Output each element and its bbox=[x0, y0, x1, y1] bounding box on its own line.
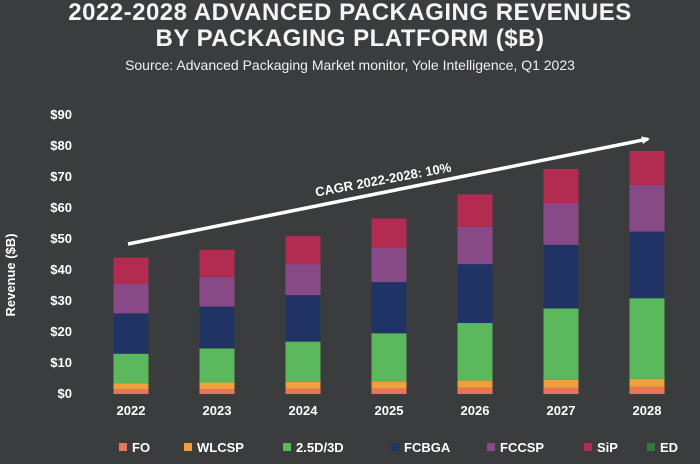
legend-item: WLCSP bbox=[184, 440, 244, 455]
chart-title-line-2: BY PACKAGING PLATFORM ($B) bbox=[155, 25, 545, 52]
x-tick-label: 2026 bbox=[461, 403, 490, 418]
legend-item: 2.5D/3D bbox=[283, 440, 344, 455]
y-tick-label: $90 bbox=[50, 107, 72, 122]
y-tick-label: $30 bbox=[50, 293, 72, 308]
bar-segment-25d3d-2025 bbox=[371, 333, 407, 382]
x-tick-label: 2024 bbox=[289, 403, 319, 418]
bar-segment-fo-2022 bbox=[113, 389, 149, 394]
bar-segment-fccsp-2024 bbox=[285, 264, 321, 296]
bar-segment-fcbga-2025 bbox=[371, 282, 407, 334]
bar-segment-fo-2026 bbox=[457, 387, 493, 394]
y-axis-label: Revenue ($B) bbox=[3, 233, 18, 316]
legend-swatch bbox=[283, 443, 291, 451]
bar-segment-25d3d-2026 bbox=[457, 323, 493, 381]
bar-segment-fccsp-2023 bbox=[199, 277, 235, 307]
legend-item: ED bbox=[647, 440, 678, 455]
bar-segment-fccsp-2027 bbox=[543, 203, 579, 245]
y-tick-label: $70 bbox=[50, 169, 72, 184]
bar-segment-wlcsp-2026 bbox=[457, 380, 493, 388]
legend-swatch bbox=[184, 443, 192, 451]
title-block: 2022-2028 ADVANCED PACKAGING REVENUES BY… bbox=[0, 0, 700, 74]
bar-segment-fo-2023 bbox=[199, 389, 235, 394]
x-tick-label: 2025 bbox=[375, 403, 404, 418]
bar-segment-wlcsp-2028 bbox=[629, 378, 665, 387]
legend-swatch bbox=[647, 443, 655, 451]
chart-subtitle: Source: Advanced Packaging Market monito… bbox=[125, 57, 575, 73]
y-tick-label: $50 bbox=[50, 231, 72, 246]
legend-label: ED bbox=[660, 440, 678, 455]
bar-segment-fcbga-2028 bbox=[629, 231, 665, 299]
legend-swatch bbox=[119, 443, 127, 451]
bar-segment-25d3d-2027 bbox=[543, 308, 579, 380]
bar-segment-fcbga-2024 bbox=[285, 295, 321, 342]
legend-swatch bbox=[584, 443, 592, 451]
legend-item: SiP bbox=[584, 440, 618, 455]
bar-segment-fcbga-2022 bbox=[113, 313, 149, 354]
legend-label: FCBGA bbox=[404, 440, 451, 455]
y-tick-label: $0 bbox=[58, 386, 72, 401]
legend-swatch bbox=[487, 443, 495, 451]
chart-title-line-1: 2022-2028 ADVANCED PACKAGING REVENUES bbox=[68, 0, 632, 26]
bar-segment-wlcsp-2025 bbox=[371, 381, 407, 389]
x-axis: 2022 2023 2024 2025 2026 2027 2028 bbox=[117, 403, 662, 418]
bar-segment-fcbga-2027 bbox=[543, 244, 579, 309]
legend-label: FCCSP bbox=[500, 440, 544, 455]
legend-item: FCCSP bbox=[487, 440, 544, 455]
bar-segment-fcbga-2026 bbox=[457, 264, 493, 324]
bar-segment-sip-2026 bbox=[457, 194, 493, 227]
bar-segment-fccsp-2022 bbox=[113, 283, 149, 314]
bars-group bbox=[113, 150, 665, 394]
legend-label: 2.5D/3D bbox=[296, 440, 344, 455]
bar-segment-wlcsp-2024 bbox=[285, 381, 321, 389]
bar-segment-fo-2028 bbox=[629, 386, 665, 394]
legend-item: FO bbox=[119, 440, 150, 455]
bar-segment-fccsp-2026 bbox=[457, 226, 493, 265]
bar-segment-fo-2025 bbox=[371, 388, 407, 394]
legend-label: SiP bbox=[597, 440, 618, 455]
cagr-trend-arrow bbox=[127, 136, 650, 246]
y-tick-label: $10 bbox=[50, 355, 72, 370]
legend-label: FO bbox=[132, 440, 150, 455]
bar-segment-25d3d-2028 bbox=[629, 298, 665, 379]
bar-segment-wlcsp-2027 bbox=[543, 379, 579, 388]
x-tick-label: 2028 bbox=[633, 403, 662, 418]
legend-item: FCBGA bbox=[391, 440, 451, 455]
bar-segment-sip-2025 bbox=[371, 218, 407, 248]
bar-segment-fccsp-2025 bbox=[371, 247, 407, 283]
bar-segment-sip-2027 bbox=[543, 168, 579, 204]
bar-segment-fccsp-2028 bbox=[629, 185, 665, 232]
bar-segment-sip-2022 bbox=[113, 257, 149, 284]
bar-segment-fo-2024 bbox=[285, 388, 321, 394]
legend: FO WLCSP 2.5D/3D FCBGA FCCSP SiP ED bbox=[119, 440, 678, 455]
y-tick-label: $80 bbox=[50, 138, 72, 153]
y-tick-label: $20 bbox=[50, 324, 72, 339]
bar-segment-sip-2023 bbox=[199, 249, 235, 278]
bar-segment-25d3d-2024 bbox=[285, 341, 321, 382]
legend-label: WLCSP bbox=[197, 440, 244, 455]
x-tick-label: 2027 bbox=[547, 403, 576, 418]
bar-segment-25d3d-2022 bbox=[113, 353, 149, 384]
bar-segment-sip-2028 bbox=[629, 150, 665, 186]
bar-segment-fcbga-2023 bbox=[199, 306, 235, 349]
bar-segment-25d3d-2023 bbox=[199, 348, 235, 383]
x-tick-label: 2022 bbox=[117, 403, 146, 418]
bar-segment-fo-2027 bbox=[543, 387, 579, 394]
y-tick-label: $60 bbox=[50, 200, 72, 215]
x-tick-label: 2023 bbox=[203, 403, 232, 418]
bar-segment-wlcsp-2022 bbox=[113, 383, 149, 390]
bar-segment-wlcsp-2023 bbox=[199, 382, 235, 390]
y-axis: $0 $10 $20 $30 $40 $50 $60 $70 $80 $90 bbox=[50, 107, 72, 401]
bar-segment-sip-2024 bbox=[285, 236, 321, 265]
legend-swatch bbox=[391, 443, 399, 451]
y-tick-label: $40 bbox=[50, 262, 72, 277]
